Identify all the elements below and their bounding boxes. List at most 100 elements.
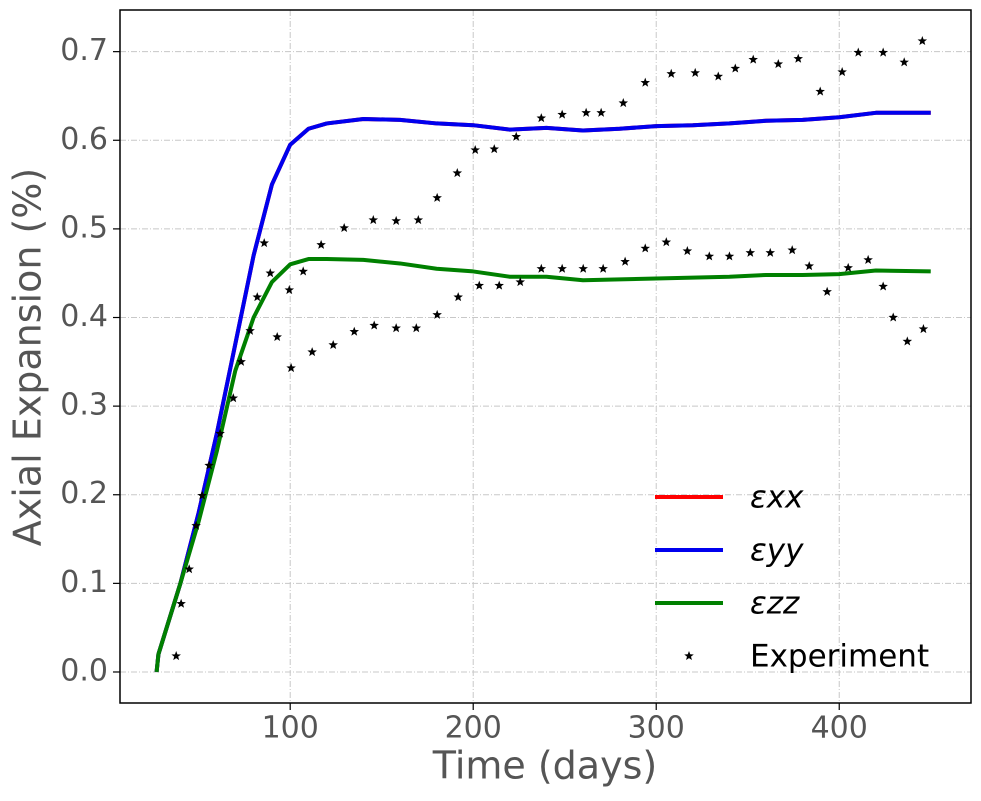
experiment-point (453, 292, 463, 302)
experiment-point (245, 325, 255, 335)
y-axis-label: Axial Expansion (%) (6, 168, 50, 546)
series-line (154, 257, 931, 673)
experiment-point (369, 320, 379, 330)
y-tick-label: 0.4 (60, 299, 108, 334)
experiment-point (284, 285, 295, 295)
experiment-point (853, 47, 864, 57)
y-tick-label: 0.6 (60, 122, 108, 157)
experiment-point (494, 280, 504, 290)
experiment-point (596, 107, 606, 117)
experiment-point (888, 312, 898, 322)
experiment-point (640, 77, 650, 87)
experiment-point (252, 292, 263, 302)
legend-label: εzz (750, 586, 800, 622)
experiment-point (328, 339, 338, 350)
experiment-point (307, 347, 317, 357)
experiment-point (349, 326, 360, 336)
experiment-point (787, 245, 797, 255)
experiment-point (236, 356, 246, 366)
experiment-point (748, 54, 758, 64)
experiment-point (368, 215, 379, 225)
x-tick-label: 100 (262, 711, 319, 746)
experiment-point (713, 71, 724, 81)
experiment-point (411, 323, 422, 333)
experiment-point (215, 428, 225, 438)
x-tick-label: 200 (445, 711, 502, 746)
experiment-point (536, 113, 547, 123)
experiment-point (640, 243, 650, 253)
experiment-point (661, 237, 672, 247)
experiment-point (773, 59, 784, 69)
experiment-point (843, 262, 853, 272)
experiment-point (690, 67, 700, 77)
experiment-point (259, 238, 269, 248)
experiment-point (339, 223, 349, 233)
y-tick-label: 0.3 (60, 388, 108, 423)
experiment-point (724, 251, 735, 261)
experiment-point (618, 98, 629, 108)
experiment-point (730, 63, 741, 73)
experiment-point (413, 215, 424, 225)
experiment-point (804, 261, 814, 271)
experiment-point (191, 520, 201, 530)
y-tick-label: 0.5 (60, 210, 108, 245)
experiment-point (620, 256, 630, 266)
experiment-point (666, 68, 676, 78)
experiment-point (515, 277, 525, 287)
experiment-point (272, 332, 282, 342)
experiment-point (171, 651, 181, 661)
x-axis-label: Time (days) (432, 744, 657, 788)
experiment-point (470, 145, 480, 155)
experiment-point (581, 107, 591, 117)
experiment-point (316, 239, 326, 249)
y-tick-label: 0.7 (60, 33, 108, 68)
legend-marker (684, 651, 694, 661)
experiment-point (197, 490, 207, 500)
x-tick-label: 400 (811, 711, 868, 746)
experiment-point (557, 263, 567, 273)
experiment-point (432, 192, 442, 202)
experiment-point (228, 393, 239, 403)
experiment-point (452, 168, 463, 178)
experiment-point (917, 36, 928, 46)
experiment-point (391, 323, 401, 333)
experiment-point (578, 263, 588, 273)
experiment-point (184, 564, 194, 574)
legend-label: εyy (750, 533, 804, 569)
experiment-point (557, 109, 567, 119)
experiment-point (878, 281, 888, 291)
experiment-point (511, 131, 521, 141)
experiment-point (432, 309, 442, 319)
experiment-point (815, 86, 825, 96)
experiment-point (598, 263, 608, 273)
experiment-point (837, 67, 847, 77)
x-tick-label: 300 (628, 711, 685, 746)
experiment-point (265, 268, 276, 278)
experiment-point (902, 336, 913, 346)
y-tick-label: 0.0 (60, 653, 108, 688)
experiment-point (822, 286, 832, 296)
experiment-point (536, 263, 547, 273)
experiment-point (204, 460, 214, 470)
experiment-point (474, 280, 485, 290)
series-line (154, 110, 931, 673)
experiment-point (863, 254, 873, 264)
y-tick-label: 0.2 (60, 476, 108, 511)
experiment-point (176, 598, 186, 608)
experiment-point (489, 144, 500, 154)
experiment-point (704, 251, 715, 261)
experiment-point (682, 246, 693, 256)
experiment-point (918, 324, 929, 334)
experiment-point (745, 247, 756, 257)
legend-label: Experiment (750, 639, 929, 675)
experiment-point (793, 53, 803, 63)
y-tick-label: 0.1 (60, 565, 108, 600)
experiment-point (298, 266, 308, 276)
legend-label: εxx (750, 480, 804, 516)
experiment-point (899, 57, 909, 67)
experiment-point (391, 215, 401, 225)
experiment-point (878, 47, 888, 57)
experiment-point (765, 247, 775, 257)
plot-frame (119, 9, 972, 704)
series-line (154, 110, 931, 673)
